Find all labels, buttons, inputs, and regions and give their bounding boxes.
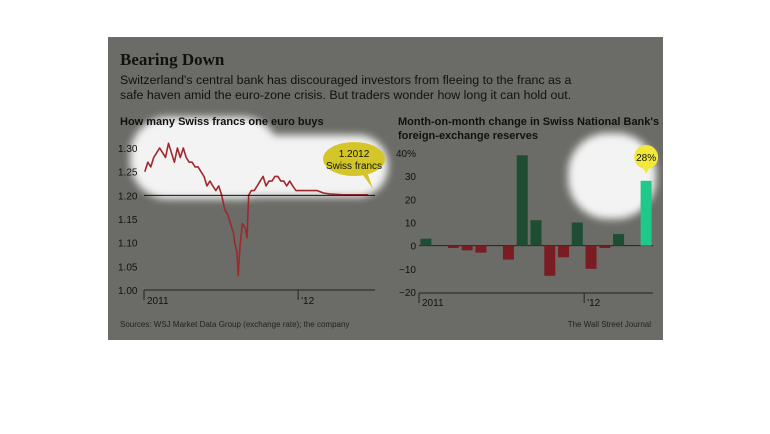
bar bbox=[613, 234, 625, 246]
bar bbox=[585, 245, 597, 269]
callout-unit: Swiss francs bbox=[326, 161, 382, 172]
credit-note: The Wall Street Journal bbox=[567, 320, 651, 329]
y-tick-label: 1.20 bbox=[118, 191, 138, 202]
chart-subtitle-line1: Switzerland's central bank has discourag… bbox=[120, 73, 572, 87]
x-tick-label: '12 bbox=[587, 298, 600, 309]
chart-title: Bearing Down bbox=[120, 50, 225, 69]
bar bbox=[640, 180, 652, 246]
y-tick-label: 1.15 bbox=[118, 215, 138, 226]
x-tick-label: '12 bbox=[301, 296, 314, 307]
bar bbox=[447, 245, 459, 248]
bar-chart-title-line2: foreign-exchange reserves bbox=[398, 130, 539, 142]
y-tick-label: 1.05 bbox=[118, 262, 138, 273]
bar bbox=[571, 222, 583, 246]
y-tick-label: 1.25 bbox=[118, 168, 138, 179]
bar bbox=[516, 155, 528, 246]
highlight-blob-right bbox=[568, 133, 656, 219]
chart-subtitle-line2: safe haven amid the euro-zone crisis. Bu… bbox=[120, 88, 572, 102]
line-chart-title: How many Swiss francs one euro buys bbox=[120, 116, 324, 128]
y-tick-label: 30 bbox=[405, 172, 417, 183]
bar-chart-title-line1: Month-on-month change in Swiss National … bbox=[398, 116, 660, 128]
bar bbox=[558, 245, 570, 258]
exchange-rate-line bbox=[144, 142, 369, 277]
x-tick-label: 2011 bbox=[147, 296, 169, 307]
bar bbox=[502, 245, 514, 260]
callout-bubble bbox=[634, 145, 659, 169]
bar bbox=[544, 245, 556, 276]
bar bbox=[530, 220, 542, 246]
bar bbox=[461, 245, 473, 251]
callout-value: 1.2012 bbox=[339, 149, 370, 160]
bar bbox=[420, 238, 432, 246]
y-tick-label: 1.00 bbox=[118, 286, 138, 297]
sources-note: Sources: WSJ Market Data Group (exchange… bbox=[120, 320, 350, 329]
x-tick-label: 2011 bbox=[422, 298, 444, 309]
chart-panel: 1.30 1.25 1.20 1.15 1.10 1.05 1.00 2011 '12 1.201… bbox=[108, 37, 663, 340]
y-tick-label: 0 bbox=[410, 242, 416, 253]
callout-bubble bbox=[323, 142, 385, 176]
chart-canvas: 1.30 1.25 1.20 1.15 1.10 1.05 1.00 2011 '12 1.201… bbox=[118, 117, 659, 309]
y-tick-label: 40% bbox=[396, 149, 416, 160]
y-tick-label: 20 bbox=[405, 195, 417, 206]
callout-label: 28% bbox=[636, 153, 656, 164]
bar-chart: 40% 30 20 10 0 −10 −20 2011 '12 28% bbox=[396, 145, 659, 309]
bar bbox=[475, 245, 487, 253]
line-chart: 1.30 1.25 1.20 1.15 1.10 1.05 1.00 2011 '12 1.201… bbox=[118, 142, 385, 307]
y-tick-label: 1.10 bbox=[118, 239, 138, 250]
y-tick-label: −20 bbox=[399, 288, 416, 299]
y-tick-label: −10 bbox=[399, 265, 416, 276]
bar bbox=[599, 245, 611, 248]
y-tick-label: 10 bbox=[405, 219, 417, 230]
y-tick-label: 1.30 bbox=[118, 144, 138, 155]
